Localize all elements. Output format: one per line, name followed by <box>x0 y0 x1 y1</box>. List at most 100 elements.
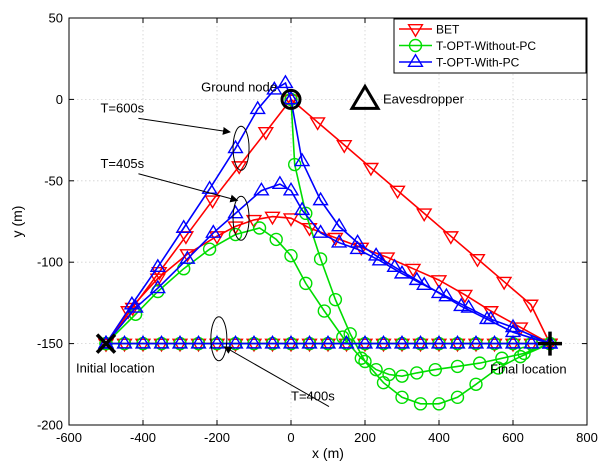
point-t-opt-with-pc <box>282 334 300 349</box>
point-bet <box>456 289 474 304</box>
point-t-opt-without-pc <box>328 292 343 307</box>
point-t-opt-without-pc <box>299 276 313 291</box>
point-t-opt-with-pc <box>504 318 522 333</box>
point-bet <box>389 185 406 200</box>
point-bet <box>257 126 274 141</box>
point-bet <box>134 338 152 353</box>
point-t-opt-with-pc <box>179 250 196 264</box>
final-location-label: Final location <box>490 362 567 377</box>
point-t-opt-with-pc <box>482 310 499 325</box>
point-t-opt-with-pc <box>486 334 503 349</box>
y-tick-label: -50 <box>44 173 63 188</box>
point-t-opt-without-pc <box>354 351 368 365</box>
eavesdropper-marker <box>349 83 381 110</box>
point-bet <box>486 338 503 353</box>
series-line-bet <box>105 215 551 345</box>
point-t-opt-without-pc <box>252 221 267 235</box>
point-t-opt-with-pc <box>190 334 207 349</box>
point-t-opt-without-pc <box>269 232 283 247</box>
point-bet <box>264 338 281 353</box>
point-bet <box>430 275 448 289</box>
initial-location-label: Initial location <box>76 361 155 376</box>
point-t-opt-with-pc <box>449 334 466 349</box>
point-bet <box>449 338 466 353</box>
point-t-opt-without-pc <box>432 397 446 411</box>
y-tick-label: -100 <box>37 255 63 270</box>
point-t-opt-without-pc <box>299 206 313 221</box>
point-bet <box>467 338 485 353</box>
point-t-opt-with-pc <box>171 334 189 349</box>
annotation-arrow <box>138 173 239 203</box>
point-bet <box>149 273 166 288</box>
point-t-opt-with-pc <box>271 175 289 190</box>
point-bet <box>442 231 459 245</box>
point-t-opt-with-pc <box>412 334 429 349</box>
legend-marker-t-opt-with-pc <box>407 53 424 67</box>
point-t-opt-with-pc <box>393 334 411 349</box>
point-t-opt-with-pc <box>293 201 311 216</box>
point-t-opt-with-pc <box>153 334 170 349</box>
point-bet <box>282 213 300 227</box>
point-t-opt-with-pc <box>227 139 244 154</box>
point-t-opt-with-pc <box>249 100 266 115</box>
y-tick-label: 0 <box>56 92 63 107</box>
point-t-opt-with-pc <box>467 334 485 349</box>
point-t-opt-without-pc <box>473 356 487 370</box>
point-t-opt-with-pc <box>393 264 411 279</box>
point-t-opt-without-pc <box>491 361 505 375</box>
point-bet <box>336 140 353 154</box>
legend-label-t-opt-without-pc: T-OPT-Without-PC <box>436 39 536 53</box>
point-t-opt-with-pc <box>453 297 470 312</box>
legend-marker-t-opt-without-pc <box>408 38 423 53</box>
point-bet <box>190 338 207 353</box>
point-t-opt-with-pc <box>375 334 392 349</box>
point-t-opt-without-pc <box>288 157 302 172</box>
series-line-t-opt-without-pc <box>290 99 551 405</box>
point-t-opt-without-pc <box>228 227 243 242</box>
point-bet <box>469 253 486 268</box>
point-bet <box>264 211 281 226</box>
final-location-marker <box>538 331 562 356</box>
x-tick-label: -200 <box>204 430 230 445</box>
point-bet <box>227 338 244 353</box>
point-t-opt-without-pc <box>202 242 217 256</box>
x-axis-label: x (m) <box>312 445 344 461</box>
point-bet <box>116 338 133 353</box>
point-t-opt-without-pc <box>413 397 428 411</box>
point-t-opt-with-pc <box>245 334 263 349</box>
point-t-opt-without-pc <box>313 252 328 266</box>
annotation-layer: Ground node Eavesdropper Initial location F… <box>76 79 567 408</box>
point-bet <box>282 94 300 109</box>
point-t-opt-with-pc <box>523 334 540 349</box>
point-bet <box>430 338 448 353</box>
point-bet <box>301 338 318 353</box>
point-t-opt-with-pc <box>371 251 388 266</box>
annotation-label: T=400s <box>291 389 335 404</box>
point-t-opt-with-pc <box>227 204 244 219</box>
point-t-opt-without-pc <box>410 366 424 380</box>
ground-node-label: Ground node <box>201 79 277 94</box>
x-tick-label: 400 <box>428 430 450 445</box>
point-t-opt-without-pc <box>317 304 331 318</box>
point-bet <box>362 162 380 177</box>
point-t-opt-with-pc <box>227 334 244 349</box>
x-tick-label: -400 <box>130 430 156 445</box>
point-bet <box>231 161 248 175</box>
point-bet <box>245 214 263 229</box>
point-t-opt-with-pc <box>430 334 448 349</box>
y-tick-label: 50 <box>49 11 63 26</box>
point-bet <box>412 338 429 353</box>
point-t-opt-with-pc <box>282 181 300 196</box>
point-t-opt-with-pc <box>175 219 192 233</box>
point-t-opt-without-pc <box>428 362 442 377</box>
point-bet <box>393 338 411 353</box>
point-t-opt-with-pc <box>277 74 294 89</box>
point-t-opt-without-pc <box>395 369 409 383</box>
annotation-arrow <box>223 346 330 408</box>
point-t-opt-with-pc <box>123 295 141 310</box>
point-t-opt-with-pc <box>266 81 283 95</box>
point-bet <box>495 276 513 291</box>
point-bet <box>404 263 422 278</box>
point-t-opt-with-pc <box>312 191 329 206</box>
annotation-label: T=600s <box>100 100 144 115</box>
